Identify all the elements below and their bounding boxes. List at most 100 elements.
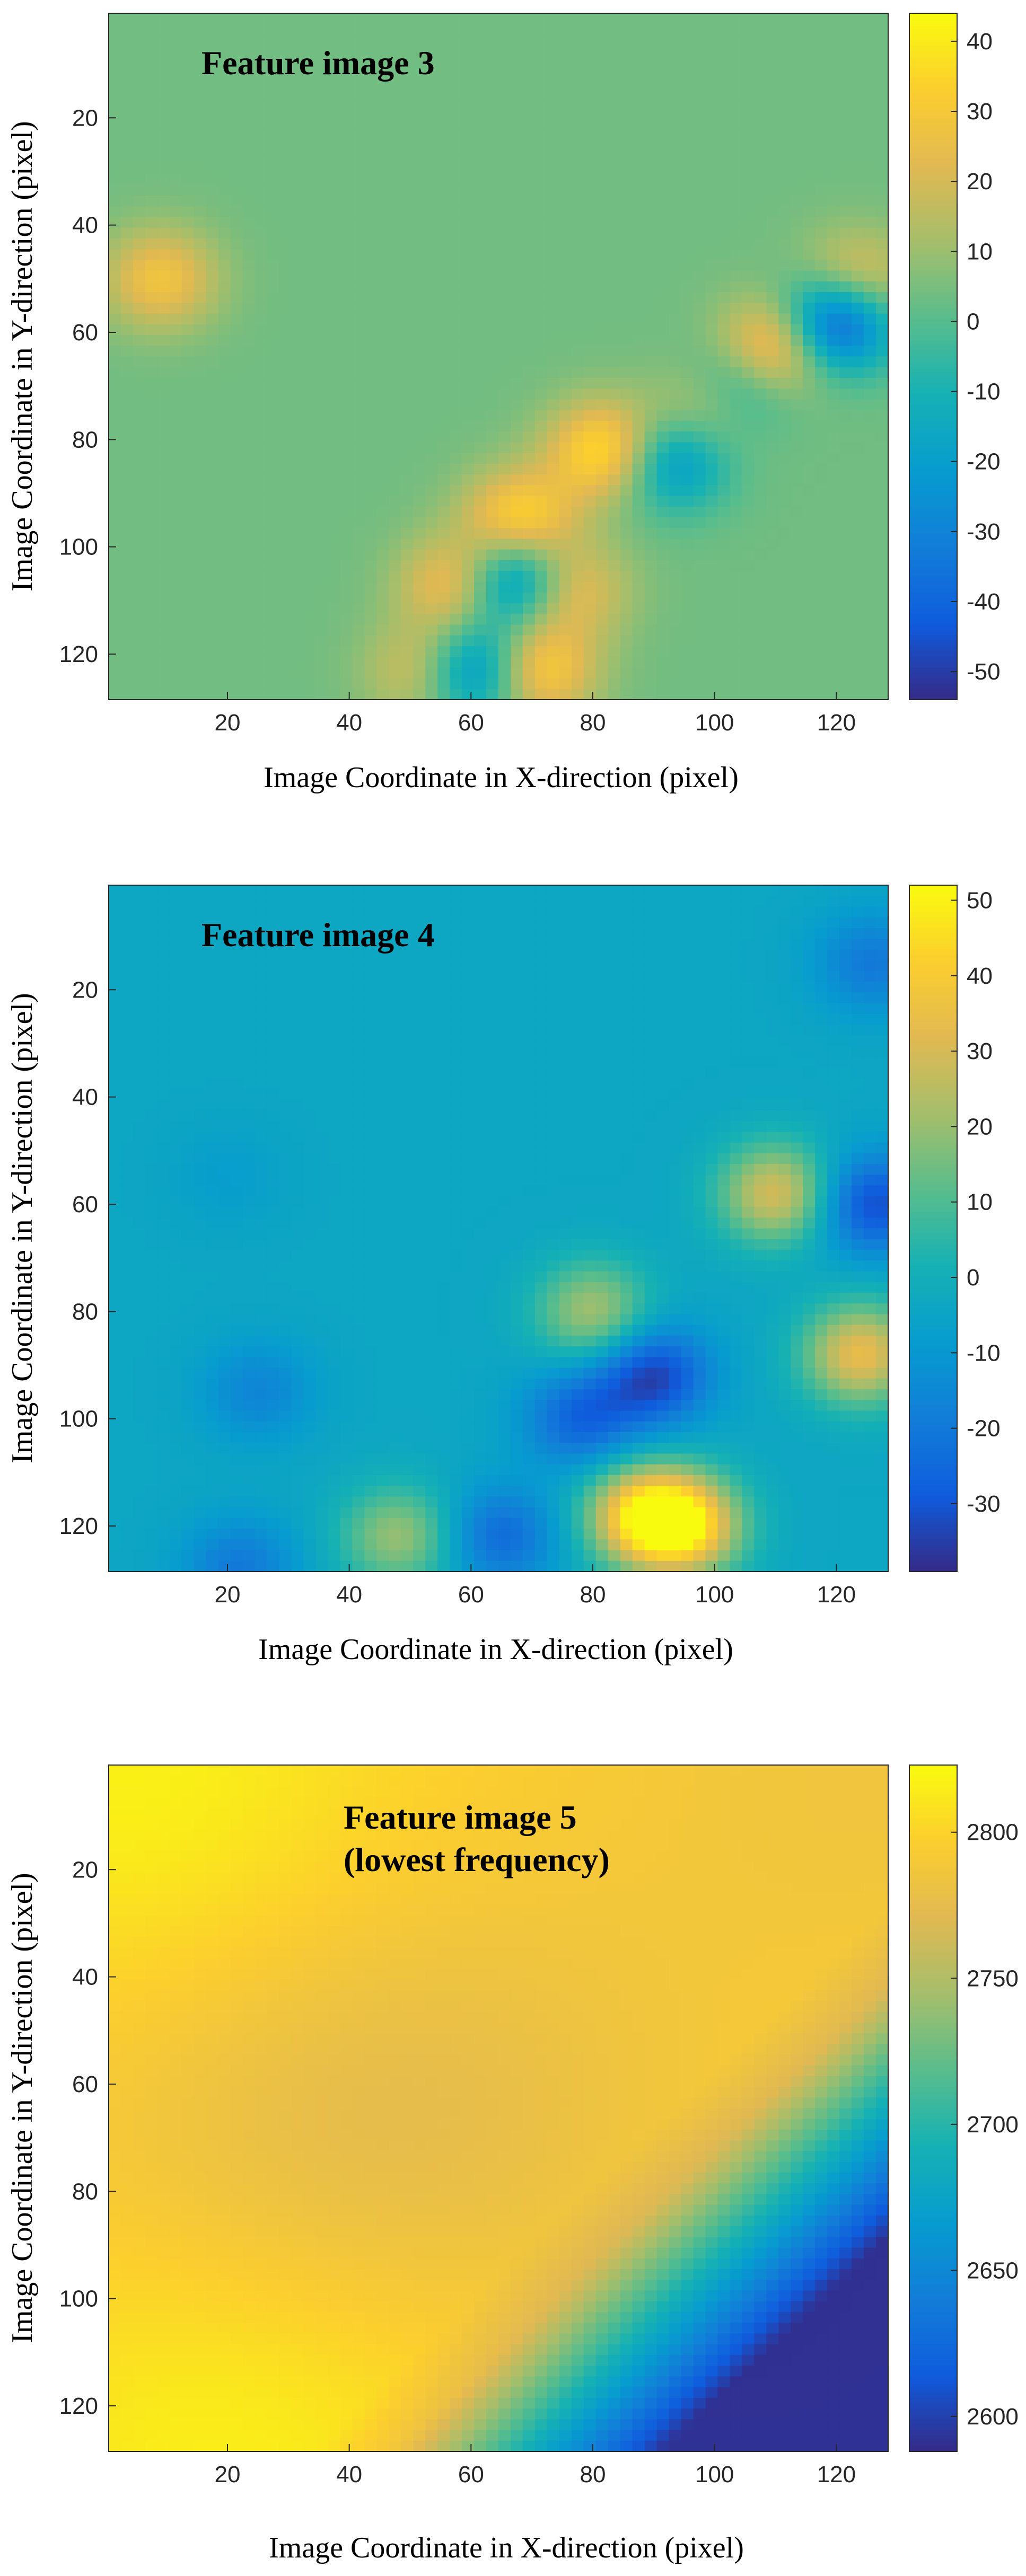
heatmap-cell (693, 174, 706, 186)
heatmap-cell (291, 485, 304, 497)
heatmap-cell (608, 571, 621, 583)
heatmap-cell (839, 420, 852, 432)
heatmap-cell (413, 689, 426, 700)
heatmap-cell (522, 217, 536, 228)
heatmap-cell (547, 303, 560, 314)
heatmap-cell (133, 34, 146, 46)
heatmap-cell (267, 217, 280, 228)
heatmap-cell (717, 324, 731, 336)
heatmap-cell (827, 885, 840, 896)
heatmap-cell (705, 184, 718, 196)
heatmap-cell (194, 442, 207, 454)
chart-title-line-1: Feature image 3 (201, 44, 435, 82)
heatmap-cell (827, 453, 840, 464)
heatmap-cell (730, 506, 742, 518)
heatmap-cell (340, 960, 353, 972)
heatmap-cell (827, 110, 840, 121)
heatmap-cell (450, 496, 462, 507)
heatmap-cell (133, 346, 146, 357)
heatmap-cell (522, 34, 536, 46)
heatmap-cell (133, 939, 146, 950)
heatmap-cell (620, 442, 633, 454)
heatmap-cell (693, 67, 706, 78)
heatmap-cell (608, 667, 621, 679)
heatmap-cell (291, 982, 304, 993)
heatmap-cell (778, 110, 791, 121)
heatmap-cell (669, 928, 682, 939)
heatmap-cell (608, 377, 621, 389)
heatmap-cell (486, 896, 499, 907)
heatmap-cell (145, 939, 158, 950)
heatmap-cell (425, 281, 438, 293)
heatmap-cell (206, 131, 219, 143)
heatmap-cell (644, 45, 657, 57)
heatmap-cell (352, 678, 365, 690)
heatmap-cell (157, 88, 170, 100)
heatmap-cell (194, 549, 207, 561)
heatmap-cell (242, 420, 256, 432)
heatmap-cell (766, 184, 779, 196)
heatmap-cell (401, 270, 414, 282)
heatmap-cell (681, 906, 694, 918)
heatmap-cell (109, 549, 121, 561)
heatmap-cell (839, 624, 852, 636)
heatmap-cell (279, 184, 292, 196)
heatmap-cell (401, 153, 414, 164)
heatmap-cell (279, 410, 292, 421)
heatmap-cell (303, 906, 317, 918)
heatmap-cell (742, 646, 755, 657)
heatmap-cell (352, 431, 365, 443)
heatmap-cell (510, 34, 523, 46)
heatmap-cell (230, 324, 243, 336)
heatmap-cell (705, 581, 718, 593)
heatmap-cell (474, 624, 487, 636)
heatmap-cell (656, 635, 670, 647)
heatmap-cell (315, 131, 329, 143)
heatmap-cell (876, 56, 889, 67)
heatmap-cell (376, 496, 389, 507)
heatmap-cell (364, 88, 377, 100)
heatmap-cell (267, 420, 280, 432)
heatmap-cell (791, 939, 803, 950)
heatmap-cell (803, 917, 815, 929)
heatmap-cell (778, 260, 791, 271)
heatmap-cell (730, 960, 742, 972)
heatmap-cell (534, 142, 548, 153)
heatmap-cell (206, 227, 219, 239)
heatmap-cell (291, 335, 304, 346)
heatmap-cell (401, 635, 414, 647)
heatmap-cell (559, 34, 572, 46)
heatmap-cell (437, 939, 450, 950)
heatmap-cell (644, 442, 657, 454)
heatmap-cell (486, 335, 499, 346)
heatmap-cell (389, 539, 401, 550)
heatmap-cell (279, 474, 292, 486)
heatmap-cell (340, 678, 353, 690)
heatmap-cell (376, 646, 389, 657)
heatmap-cell (608, 592, 621, 604)
heatmap-cell (450, 431, 462, 443)
heatmap-cell (303, 313, 317, 325)
heatmap-cell (498, 667, 511, 679)
heatmap-cell (656, 420, 670, 432)
heatmap-cell (681, 313, 694, 325)
heatmap-cell (206, 120, 219, 132)
heatmap-cell (413, 463, 426, 475)
heatmap-cell (352, 635, 365, 647)
heatmap-cell (462, 142, 475, 153)
heatmap-cell (340, 227, 353, 239)
heatmap-cell (730, 238, 742, 250)
heatmap-cell (681, 971, 694, 982)
heatmap-cell (778, 689, 791, 700)
heatmap-cell (328, 346, 341, 357)
heatmap-cell (559, 99, 572, 110)
heatmap-cell (364, 377, 377, 389)
heatmap-cell (608, 131, 621, 143)
heatmap-cell (145, 303, 158, 314)
heatmap-cell (352, 163, 365, 175)
heatmap-cell (669, 335, 682, 346)
heatmap-cell (279, 195, 292, 207)
heatmap-cell (815, 528, 828, 540)
heatmap-cell (852, 77, 864, 89)
heatmap-cell (315, 67, 329, 78)
